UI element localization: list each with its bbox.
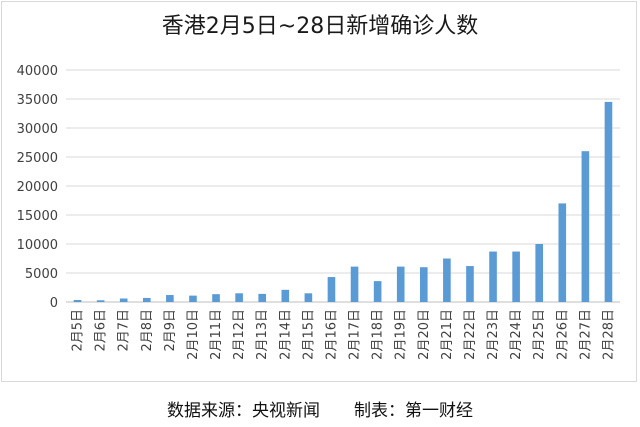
x-tick-label: 2月20日 xyxy=(417,309,432,360)
bar xyxy=(189,295,197,302)
y-tick-label: 15000 xyxy=(17,209,58,224)
x-tick-label: 2月12日 xyxy=(232,309,247,360)
x-tick-label: 2月24日 xyxy=(509,309,524,360)
x-tick-label: 2月23日 xyxy=(486,309,501,360)
bar xyxy=(235,293,243,302)
source-note: 数据来源：央视新闻 制表：第一财经 xyxy=(167,401,473,421)
bar xyxy=(419,267,428,302)
x-tick-label: 2月11日 xyxy=(209,309,224,360)
y-axis-ticks: 0 5000 10000 15000 20000 25000 30000 35000 40000 xyxy=(17,64,58,311)
bar xyxy=(558,203,567,302)
x-tick-label: 2月14日 xyxy=(278,309,293,360)
bar xyxy=(535,244,544,302)
x-tick-label: 2月16日 xyxy=(324,309,339,360)
bar xyxy=(73,299,82,302)
x-tick-label: 2月22日 xyxy=(463,309,478,360)
x-tick-label: 2月28日 xyxy=(601,309,616,360)
y-tick-label: 20000 xyxy=(17,180,58,195)
x-tick-label: 2月10日 xyxy=(186,309,201,360)
y-tick-label: 40000 xyxy=(17,64,58,79)
gridlines xyxy=(66,69,620,303)
x-tick-label: 2月6日 xyxy=(94,309,109,352)
x-tick-label: 2月25日 xyxy=(532,309,547,360)
y-tick-label: 35000 xyxy=(17,93,58,108)
bars xyxy=(73,101,613,303)
bar xyxy=(304,293,313,302)
y-tick-label: 10000 xyxy=(17,238,58,253)
x-tick-label: 2月17日 xyxy=(348,309,363,360)
x-tick-label: 2月15日 xyxy=(301,309,316,360)
x-tick-label: 2月13日 xyxy=(255,309,270,360)
x-tick-label: 2月7日 xyxy=(117,309,132,352)
y-tick-label: 0 xyxy=(50,296,58,311)
bar xyxy=(512,251,520,302)
bar xyxy=(96,300,105,302)
bar xyxy=(396,266,405,302)
x-tick-label: 2月21日 xyxy=(440,309,455,360)
chart-title: 香港2月5日~28日新增确诊人数 xyxy=(161,14,479,39)
bar xyxy=(258,293,267,302)
y-tick-label: 25000 xyxy=(17,151,58,166)
bar xyxy=(212,294,220,302)
bar xyxy=(443,258,451,302)
bar xyxy=(466,266,474,302)
x-tick-label: 2月27日 xyxy=(578,309,593,360)
chart-area xyxy=(1,1,637,382)
x-tick-label: 2月8日 xyxy=(140,309,155,352)
y-tick-label: 30000 xyxy=(17,122,58,137)
bar xyxy=(604,101,613,303)
x-tick-label: 2月9日 xyxy=(163,309,178,352)
bar xyxy=(281,289,290,302)
bar xyxy=(119,298,128,302)
x-tick-label: 2月19日 xyxy=(394,309,409,360)
bar xyxy=(142,297,151,302)
bar xyxy=(373,281,382,302)
x-tick-label: 2月26日 xyxy=(555,309,570,360)
bar xyxy=(581,151,590,302)
x-tick-label: 2月5日 xyxy=(71,309,86,352)
bar xyxy=(350,266,359,302)
y-tick-label: 5000 xyxy=(25,267,58,282)
bar xyxy=(489,251,497,302)
x-axis-ticks: 2月5日 2月6日 2月7日 2月8日 2月9日 2月10日 2月11日 2月12日 2月13日… xyxy=(71,309,617,360)
bar xyxy=(166,295,174,302)
bar xyxy=(327,277,336,302)
x-tick-label: 2月18日 xyxy=(371,309,386,360)
